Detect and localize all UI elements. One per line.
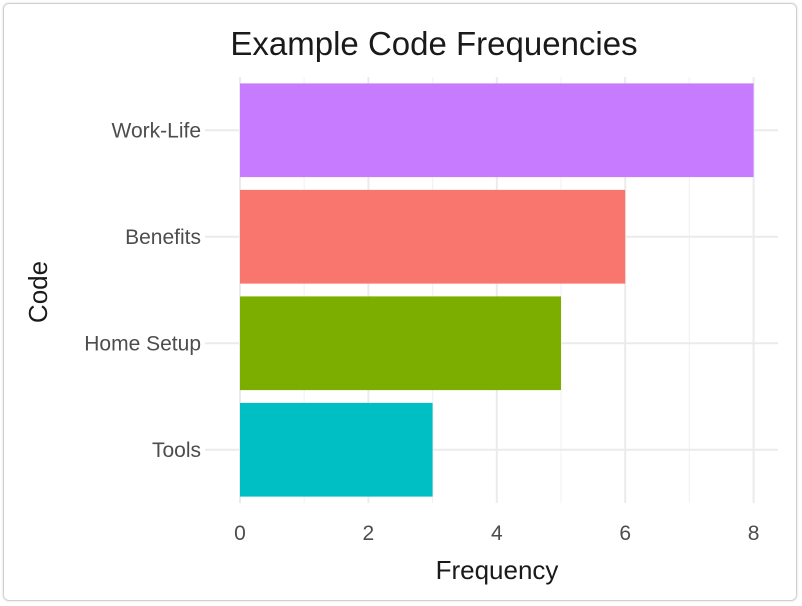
- y-axis-title: Code: [23, 261, 53, 323]
- bar-work-life: [240, 83, 754, 178]
- x-tick-label: 6: [619, 522, 631, 545]
- x-tick-label: 8: [748, 522, 760, 545]
- x-axis-ticks: 0 2 4 6 8: [234, 522, 759, 545]
- y-tick-label: Work-Life: [112, 119, 201, 142]
- x-tick-label: 0: [234, 522, 246, 545]
- x-tick-label: 2: [363, 522, 375, 545]
- x-axis-title: Frequency: [436, 555, 559, 585]
- y-tick-label: Tools: [152, 439, 201, 462]
- y-axis-ticks: Work-Life Benefits Home Setup Tools: [84, 119, 201, 462]
- bar-tools: [240, 402, 433, 497]
- bars: [240, 83, 754, 497]
- y-tick-label: Home Setup: [84, 332, 201, 355]
- bar-benefits: [240, 189, 626, 284]
- x-tick-label: 4: [491, 522, 503, 545]
- bar-home-setup: [240, 296, 561, 391]
- chart-title: Example Code Frequencies: [230, 25, 637, 62]
- y-tick-label: Benefits: [125, 226, 201, 249]
